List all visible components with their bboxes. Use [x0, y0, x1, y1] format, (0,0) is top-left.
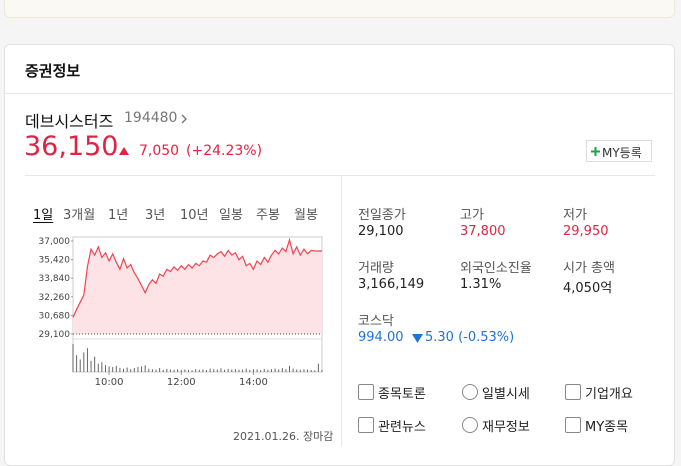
info-value: 1.31%	[460, 277, 502, 292]
up-arrow	[119, 147, 129, 155]
y-tick-label: 30,680	[39, 311, 71, 321]
info-value: 29,950	[563, 224, 609, 239]
period-tab[interactable]: 3개월	[63, 208, 96, 223]
divider	[25, 175, 655, 176]
divider	[341, 176, 342, 446]
link[interactable]: MY종목	[585, 420, 629, 435]
down-arrow	[412, 334, 423, 343]
divider	[5, 93, 673, 94]
period-tab[interactable]: 1일	[33, 208, 54, 223]
x-tick-label: 14:00	[239, 377, 268, 388]
change-rate: (+24.23%)	[186, 143, 263, 159]
y-tick-label: 35,420	[39, 256, 71, 266]
info-value: 37,800	[460, 224, 506, 239]
price: 36,150	[24, 131, 119, 162]
top-card	[4, 0, 675, 18]
area	[73, 239, 322, 334]
y-tick-label: 29,100	[39, 330, 71, 340]
link-icon	[358, 417, 374, 433]
info-value: 29,100	[358, 224, 404, 239]
change: 7,050	[139, 143, 180, 159]
period-tab[interactable]: 10년	[180, 208, 209, 223]
link-icon	[462, 384, 478, 400]
card-title: 증권정보	[25, 62, 81, 80]
my-button-label: MY등록	[602, 146, 642, 160]
stock-card	[4, 44, 675, 466]
link-icon	[565, 384, 581, 400]
info-value: 4,050억	[563, 281, 613, 296]
stock-code: 194480	[124, 110, 178, 126]
link-icon	[462, 417, 478, 433]
link[interactable]: 일별시세	[482, 387, 530, 402]
link[interactable]: 기업개요	[585, 387, 633, 402]
x-tick-label: 12:00	[167, 377, 196, 388]
link[interactable]: 관련뉴스	[378, 420, 426, 435]
index-label: 코스닥	[358, 314, 394, 329]
price-line	[72, 237, 322, 318]
y-tick-label: 33,840	[39, 274, 71, 284]
plus-icon	[591, 147, 600, 156]
date: 2021.01.26. 장마감	[233, 430, 334, 443]
info-label: 거래량	[358, 261, 394, 276]
index-value: 994.00	[358, 330, 404, 345]
chevron	[181, 114, 187, 124]
info-label: 외국인소진율	[460, 261, 532, 276]
page: 증권정보 데브시스터즈 194480 36,150 7,050 (+24.23%…	[4, 0, 675, 466]
index-change: 5.30 (-0.53%)	[425, 330, 515, 345]
link[interactable]: 재무정보	[482, 420, 530, 435]
link-icon	[358, 384, 374, 400]
period-tab[interactable]: 일봉	[219, 208, 243, 223]
stock-name[interactable]: 데브시스터즈	[25, 112, 114, 131]
period-tab[interactable]: 3년	[145, 208, 166, 223]
price-chart: 37,000 35,420 33,840 32,260 30,680 29,100 10:0…	[39, 236, 323, 388]
info-value: 3,166,149	[358, 277, 425, 292]
info-label: 전일종가	[358, 208, 406, 223]
link-icon	[565, 417, 581, 433]
link[interactable]: 종목토론	[378, 387, 426, 402]
y-tick-label: 32,260	[39, 293, 71, 303]
x-tick-label: 10:00	[95, 377, 124, 388]
period-tab[interactable]: 월봉	[294, 208, 318, 223]
period-tab[interactable]: 1년	[108, 208, 129, 223]
my-button[interactable]: MY등록	[586, 140, 652, 162]
info-label: 시가 총액	[563, 261, 615, 276]
period-tab[interactable]: 주봉	[256, 208, 280, 223]
info-label: 저가	[563, 208, 587, 223]
info-label: 고가	[460, 208, 484, 223]
y-tick-label: 37,000	[39, 237, 71, 247]
